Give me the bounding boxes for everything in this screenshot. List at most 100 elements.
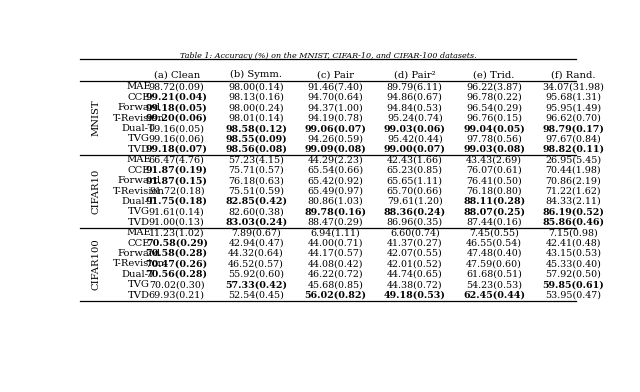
Text: 65.54(0.66): 65.54(0.66) xyxy=(307,166,364,175)
Text: 49.18(0.53): 49.18(0.53) xyxy=(384,290,445,299)
Text: 61.68(0.51): 61.68(0.51) xyxy=(466,270,522,279)
Text: 7.45(0.55): 7.45(0.55) xyxy=(469,228,519,237)
Text: Dual-T: Dual-T xyxy=(122,270,156,279)
Text: 91.00(0.13): 91.00(0.13) xyxy=(149,218,205,227)
Text: T-Revision: T-Revision xyxy=(113,187,164,196)
Text: 95.68(1.31): 95.68(1.31) xyxy=(545,93,602,102)
Text: 79.61(1.20): 79.61(1.20) xyxy=(387,197,443,206)
Text: 88.47(0.29): 88.47(0.29) xyxy=(308,218,364,227)
Text: 91.87(0.15): 91.87(0.15) xyxy=(146,176,207,185)
Text: 62.45(0.44): 62.45(0.44) xyxy=(463,290,525,299)
Text: 45.33(0.40): 45.33(0.40) xyxy=(545,260,602,269)
Text: 65.65(1.11): 65.65(1.11) xyxy=(387,176,443,185)
Text: 86.96(0.35): 86.96(0.35) xyxy=(387,218,443,227)
Text: 94.26(0.59): 94.26(0.59) xyxy=(307,134,364,143)
Text: 95.42(0.44): 95.42(0.44) xyxy=(387,134,443,143)
Text: TVD: TVD xyxy=(127,145,150,154)
Text: Table 1: Accuracy (%) on the MNIST, CIFAR-10, and CIFAR-100 datasets.: Table 1: Accuracy (%) on the MNIST, CIFA… xyxy=(180,53,476,60)
Text: 41.37(0.27): 41.37(0.27) xyxy=(387,239,443,248)
Text: 70.86(2.19): 70.86(2.19) xyxy=(546,176,602,185)
Text: 46.55(0.54): 46.55(0.54) xyxy=(466,239,522,248)
Text: TVG: TVG xyxy=(127,207,150,216)
Text: 95.95(1.49): 95.95(1.49) xyxy=(545,103,602,112)
Text: 26.95(5.45): 26.95(5.45) xyxy=(545,155,602,164)
Text: (e) Trid.: (e) Trid. xyxy=(474,70,515,79)
Text: 44.29(2.23): 44.29(2.23) xyxy=(308,155,364,164)
Text: TVD: TVD xyxy=(127,290,150,299)
Text: 99.16(0.06): 99.16(0.06) xyxy=(148,134,205,143)
Text: 43.15(0.53): 43.15(0.53) xyxy=(545,249,602,258)
Text: (d) Pair²: (d) Pair² xyxy=(394,70,436,79)
Text: 43.43(2.69): 43.43(2.69) xyxy=(466,155,522,164)
Text: 76.18(0.80): 76.18(0.80) xyxy=(467,187,522,196)
Text: 97.78(0.56): 97.78(0.56) xyxy=(466,134,522,143)
Text: 44.38(0.72): 44.38(0.72) xyxy=(387,280,443,289)
Text: 85.86(0.46): 85.86(0.46) xyxy=(543,218,605,227)
Text: 98.01(0.14): 98.01(0.14) xyxy=(228,114,284,123)
Text: 75.71(0.57): 75.71(0.57) xyxy=(228,166,284,175)
Text: TVD: TVD xyxy=(127,218,150,227)
Text: 42.01(0.52): 42.01(0.52) xyxy=(387,260,443,269)
Text: 44.74(0.65): 44.74(0.65) xyxy=(387,270,443,279)
Text: 94.37(1.00): 94.37(1.00) xyxy=(308,103,364,112)
Text: 66.47(4.76): 66.47(4.76) xyxy=(148,155,205,164)
Text: 53.95(0.47): 53.95(0.47) xyxy=(545,290,602,299)
Text: 99.00(0.07): 99.00(0.07) xyxy=(384,145,445,154)
Text: 47.59(0.60): 47.59(0.60) xyxy=(466,260,522,269)
Text: 7.15(0.98): 7.15(0.98) xyxy=(548,228,598,237)
Text: 89.78(0.16): 89.78(0.16) xyxy=(305,207,367,216)
Text: 82.60(0.38): 82.60(0.38) xyxy=(228,207,284,216)
Text: 87.44(0.16): 87.44(0.16) xyxy=(467,218,522,227)
Text: 86.19(0.52): 86.19(0.52) xyxy=(543,207,604,216)
Text: 89.79(6.11): 89.79(6.11) xyxy=(387,82,443,91)
Text: 98.13(0.16): 98.13(0.16) xyxy=(228,93,284,102)
Text: TVG: TVG xyxy=(127,134,150,143)
Text: 34.07(31.98): 34.07(31.98) xyxy=(543,82,604,91)
Text: 94.84(0.53): 94.84(0.53) xyxy=(387,103,443,112)
Text: 44.17(0.57): 44.17(0.57) xyxy=(308,249,364,258)
Text: 99.16(0.05): 99.16(0.05) xyxy=(148,124,205,133)
Text: TVG: TVG xyxy=(127,280,150,289)
Text: 91.72(0.18): 91.72(0.18) xyxy=(149,187,205,196)
Text: (f) Rand.: (f) Rand. xyxy=(551,70,596,79)
Text: 76.18(0.63): 76.18(0.63) xyxy=(228,176,284,185)
Text: 99.18(0.07): 99.18(0.07) xyxy=(146,145,207,154)
Text: 6.60(0.74): 6.60(0.74) xyxy=(390,228,440,237)
Text: 47.48(0.40): 47.48(0.40) xyxy=(467,249,522,258)
Text: 76.07(0.61): 76.07(0.61) xyxy=(467,166,522,175)
Text: 98.72(0.09): 98.72(0.09) xyxy=(149,82,205,91)
Text: 98.56(0.08): 98.56(0.08) xyxy=(225,145,287,154)
Text: 94.86(0.67): 94.86(0.67) xyxy=(387,93,443,102)
Text: 98.79(0.17): 98.79(0.17) xyxy=(543,124,604,133)
Text: 42.94(0.47): 42.94(0.47) xyxy=(228,239,284,248)
Text: CCE: CCE xyxy=(127,166,150,175)
Text: MAE: MAE xyxy=(126,228,151,237)
Text: 57.33(0.42): 57.33(0.42) xyxy=(225,280,287,289)
Text: 88.07(0.25): 88.07(0.25) xyxy=(463,207,525,216)
Text: Forward: Forward xyxy=(117,249,160,258)
Text: 6.94(1.11): 6.94(1.11) xyxy=(310,228,360,237)
Text: 42.43(1.66): 42.43(1.66) xyxy=(387,155,443,164)
Text: 44.08(0.42): 44.08(0.42) xyxy=(308,260,363,269)
Text: 99.21(0.04): 99.21(0.04) xyxy=(146,93,207,102)
Text: (a) Clean: (a) Clean xyxy=(154,70,200,79)
Text: 65.49(0.97): 65.49(0.97) xyxy=(307,187,364,196)
Text: Dual-T: Dual-T xyxy=(122,124,156,133)
Text: 99.03(0.08): 99.03(0.08) xyxy=(463,145,525,154)
Text: 42.41(0.48): 42.41(0.48) xyxy=(546,239,601,248)
Text: 98.82(0.11): 98.82(0.11) xyxy=(543,145,605,154)
Text: 70.44(1.98): 70.44(1.98) xyxy=(546,166,602,175)
Text: 88.36(0.24): 88.36(0.24) xyxy=(384,207,446,216)
Text: 95.24(0.74): 95.24(0.74) xyxy=(387,114,443,123)
Text: 44.00(0.71): 44.00(0.71) xyxy=(308,239,363,248)
Text: 91.46(7.40): 91.46(7.40) xyxy=(308,82,364,91)
Text: 84.33(2.11): 84.33(2.11) xyxy=(546,197,602,206)
Text: 75.51(0.59): 75.51(0.59) xyxy=(228,187,284,196)
Text: 44.32(0.64): 44.32(0.64) xyxy=(228,249,284,258)
Text: CIFAR10: CIFAR10 xyxy=(92,168,101,214)
Text: 70.02(0.30): 70.02(0.30) xyxy=(149,280,205,289)
Text: 99.06(0.07): 99.06(0.07) xyxy=(305,124,366,133)
Text: T-Revision: T-Revision xyxy=(113,260,164,269)
Text: 98.58(0.12): 98.58(0.12) xyxy=(225,124,287,133)
Text: Forward: Forward xyxy=(117,176,160,185)
